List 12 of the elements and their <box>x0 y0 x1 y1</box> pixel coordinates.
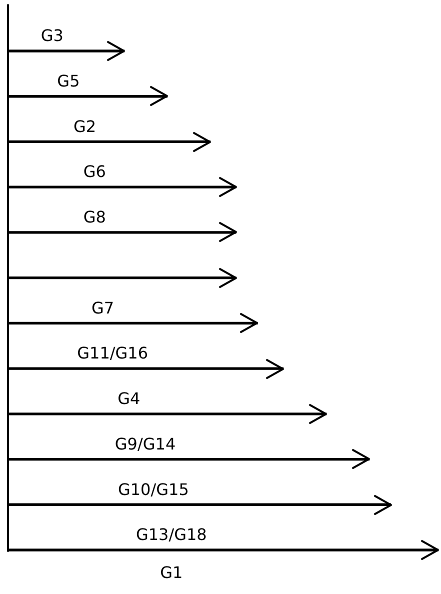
y-tick-label: G5 <box>57 72 80 91</box>
y-tick-label: G13/G18 <box>136 525 207 544</box>
y-tick-label: G11/G16 <box>77 344 148 363</box>
y-tick-label: G2 <box>74 116 96 136</box>
y-tick-label: G8 <box>83 208 106 227</box>
y-tick-label: G7 <box>91 298 114 318</box>
y-tick-label: G4 <box>118 389 140 408</box>
y-tick-label: G6 <box>83 162 106 182</box>
x-axis-title: G1 <box>160 563 183 582</box>
y-tick-label: G9/G14 <box>114 434 176 454</box>
y-tick-label: G10/G15 <box>118 480 189 499</box>
y-tick-label: G3 <box>40 26 64 46</box>
